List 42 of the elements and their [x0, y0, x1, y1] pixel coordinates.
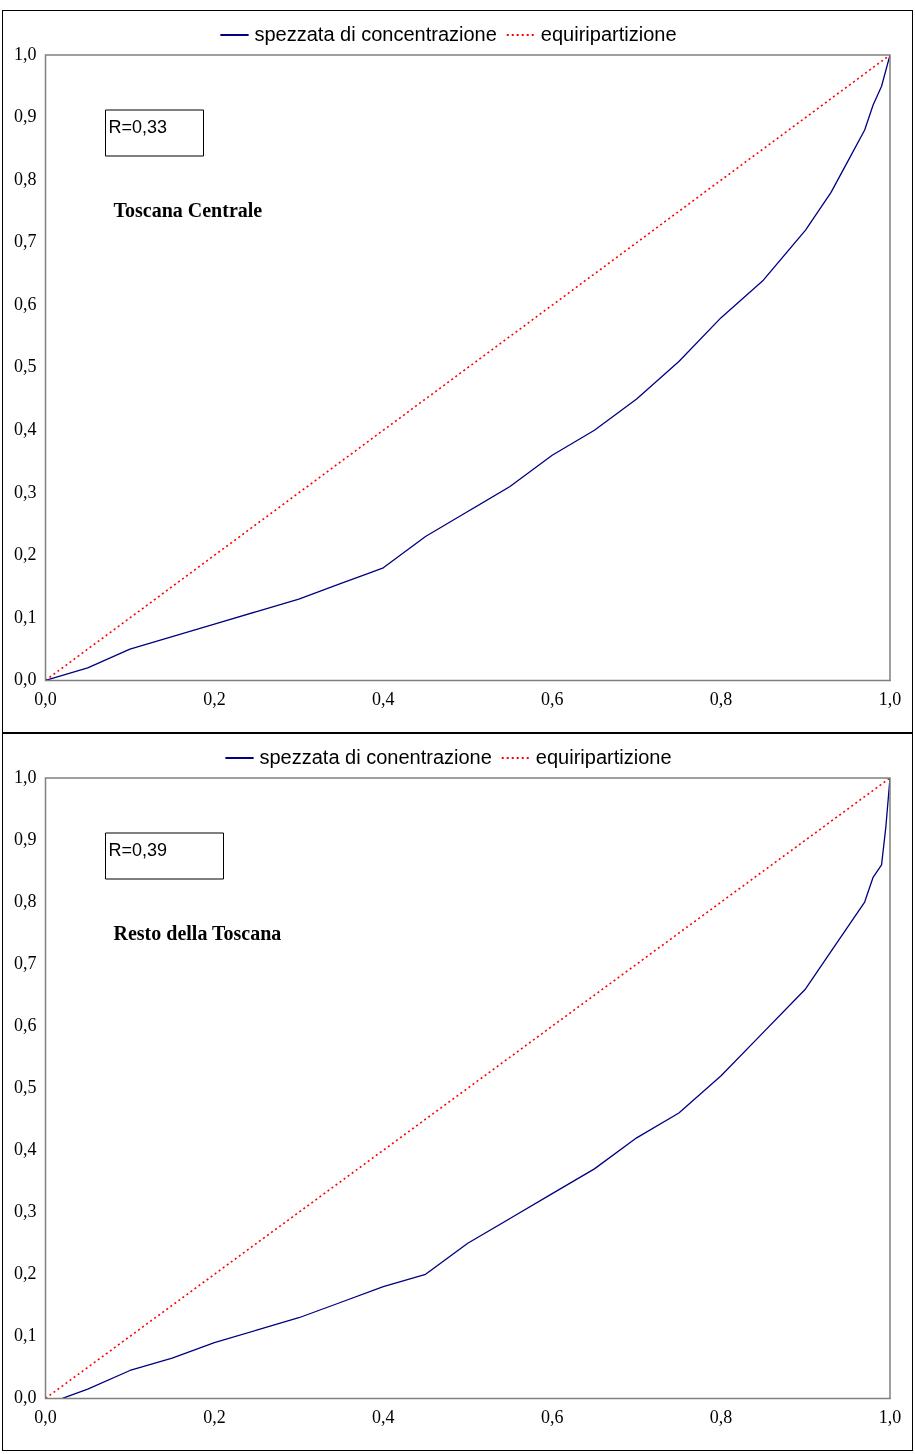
x-tick-label: 0,0: [34, 688, 57, 709]
legend-label: spezzata di concentrazione: [254, 22, 497, 45]
y-tick-label: 0,8: [14, 890, 37, 911]
x-tick-label: 0,2: [203, 1406, 226, 1427]
y-tick-label: 0,1: [14, 1325, 37, 1346]
y-tick-label: 0,3: [14, 481, 37, 502]
annotation: Resto della Toscana: [113, 922, 282, 945]
y-tick-label: 0,6: [14, 293, 37, 314]
x-tick-label: 0,6: [540, 1406, 564, 1427]
y-tick-label: 0,0: [14, 1387, 37, 1408]
x-tick-label: 0,0: [34, 1406, 57, 1427]
legend-label: equiripartizione: [540, 22, 677, 45]
y-tick-label: 0,5: [14, 356, 37, 377]
x-tick-label: 1,0: [878, 688, 902, 709]
y-tick-label: 0,7: [14, 952, 37, 973]
x-tick-label: 0,4: [372, 688, 395, 709]
y-tick-label: 0,9: [14, 106, 37, 127]
x-tick-label: 0,8: [709, 1406, 733, 1427]
y-tick-label: 0,7: [14, 231, 37, 252]
y-tick-label: 0,4: [14, 418, 37, 439]
x-tick-label: 0,4: [372, 1406, 395, 1427]
annotation: Toscana Centrale: [113, 199, 263, 222]
y-tick-label: 0,9: [14, 828, 37, 849]
y-tick-label: 0,2: [14, 544, 37, 565]
legend-label: spezzata di conentrazione: [259, 745, 492, 768]
annotation: R=0,39: [108, 839, 168, 860]
y-tick-label: 0,6: [14, 1014, 37, 1035]
y-tick-label: 0,3: [14, 1201, 37, 1222]
annotation: R=0,33: [108, 116, 168, 137]
y-tick-label: 0,1: [14, 606, 37, 627]
y-tick-label: 1,0: [14, 766, 37, 787]
x-tick-label: 1,0: [878, 1406, 902, 1427]
y-tick-label: 0,8: [14, 168, 37, 189]
x-tick-label: 0,6: [540, 688, 564, 709]
y-tick-label: 0,0: [14, 669, 37, 690]
x-tick-label: 0,2: [203, 688, 226, 709]
y-tick-label: 0,5: [14, 1076, 37, 1097]
y-tick-label: 0,2: [14, 1263, 37, 1284]
x-tick-label: 0,8: [709, 688, 733, 709]
legend-label: equiripartizione: [535, 745, 672, 768]
y-tick-label: 1,0: [14, 43, 37, 64]
y-tick-label: 0,4: [14, 1138, 37, 1159]
